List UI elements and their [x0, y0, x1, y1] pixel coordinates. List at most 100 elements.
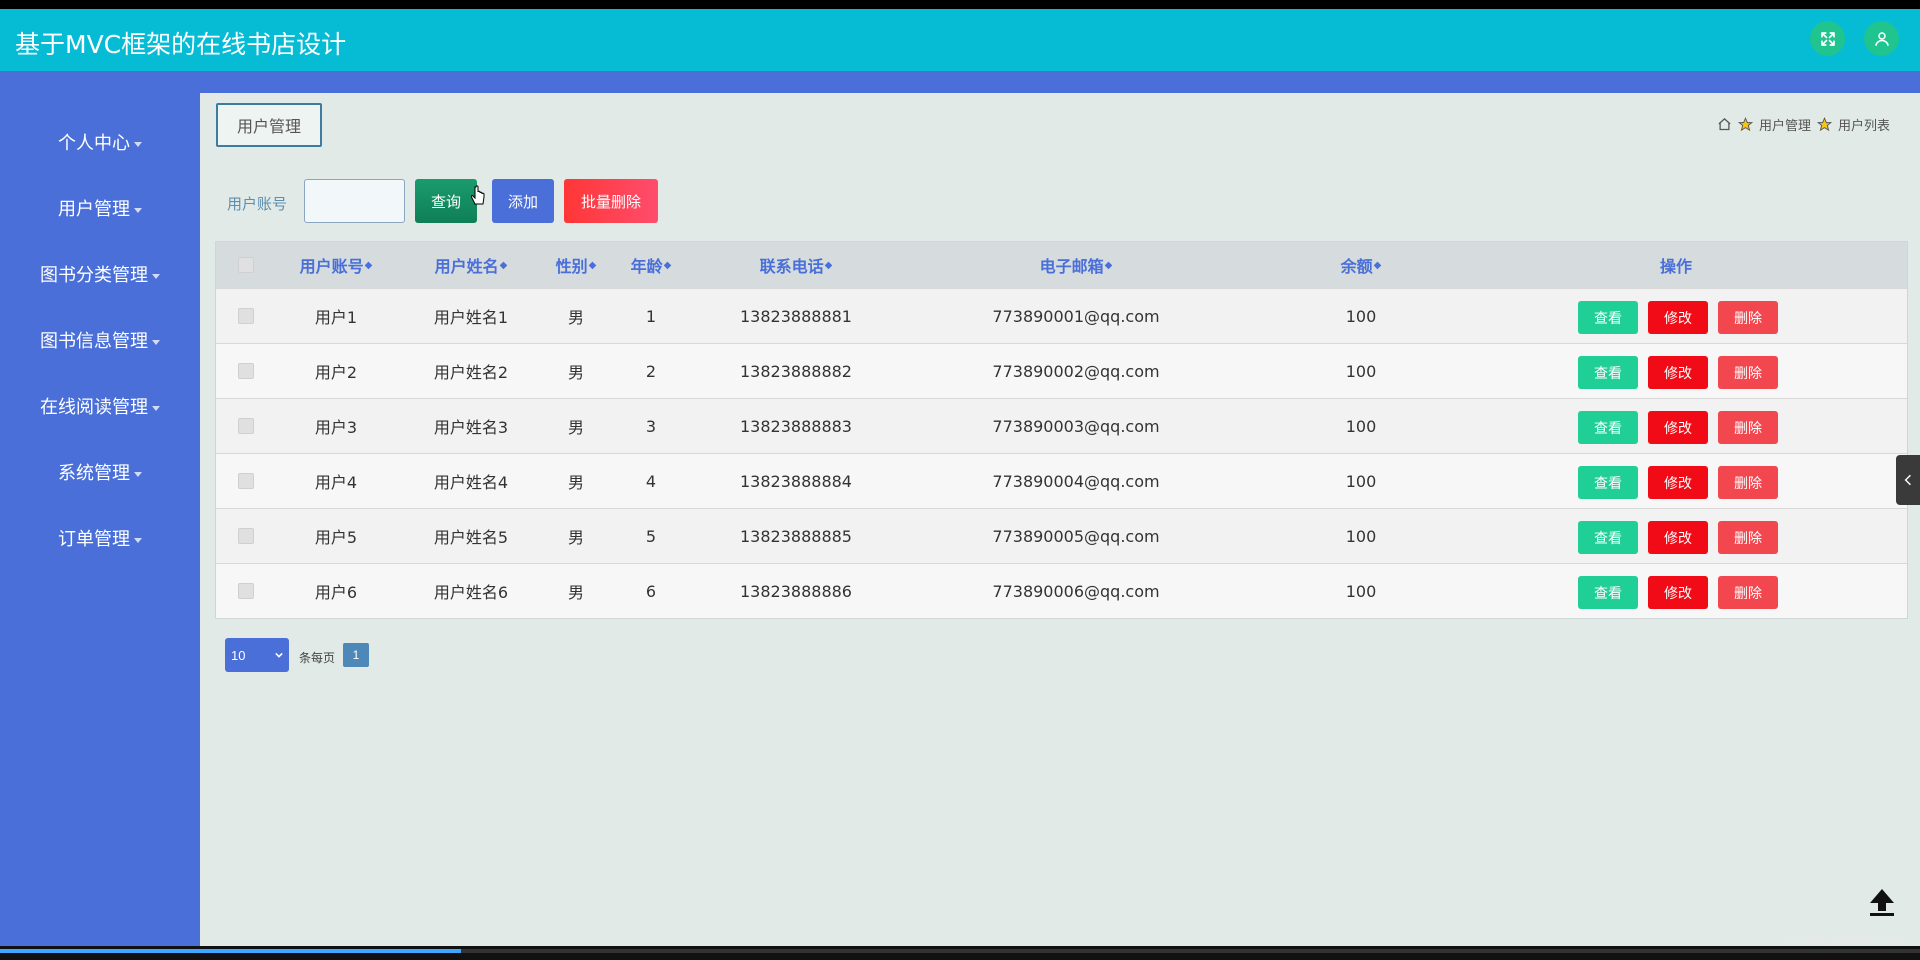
edit-button[interactable]: 修改	[1648, 411, 1708, 444]
delete-button[interactable]: 删除	[1718, 411, 1778, 444]
delete-button[interactable]: 删除	[1718, 466, 1778, 499]
sidebar-item-personal-center[interactable]: 个人中心	[0, 129, 200, 155]
cell-gender: 男	[567, 473, 584, 492]
view-button[interactable]: 查看	[1578, 301, 1638, 334]
row-checkbox[interactable]	[238, 399, 254, 453]
delete-button[interactable]: 删除	[1718, 521, 1778, 554]
hand-cursor-icon	[470, 185, 485, 205]
edit-button[interactable]: 修改	[1648, 521, 1708, 554]
add-button[interactable]: 添加	[492, 179, 554, 223]
video-progress-bar[interactable]	[0, 946, 1920, 960]
cell-user-name: 用户姓名3	[433, 418, 509, 437]
fullscreen-icon[interactable]	[1810, 21, 1845, 56]
row-checkbox[interactable]	[238, 509, 254, 563]
table-row: 用户2 用户姓名2 男 2 13823888882 773890002@qq.com 100…	[216, 343, 1907, 398]
cell-user-name: 用户姓名5	[433, 528, 509, 547]
page-number-current[interactable]: 1	[343, 643, 369, 667]
edit-button[interactable]: 修改	[1648, 576, 1708, 609]
cell-phone: 13823888883	[740, 416, 852, 436]
cell-user-account: 用户2	[314, 363, 358, 382]
batch-delete-button[interactable]: 批量删除	[564, 179, 658, 223]
cell-user-account: 用户1	[314, 308, 358, 327]
sidebar-item-book-category[interactable]: 图书分类管理	[0, 261, 200, 287]
cell-age: 3	[645, 416, 657, 436]
cell-email: 773890005@qq.com	[992, 526, 1160, 546]
row-checkbox[interactable]	[238, 454, 254, 508]
row-checkbox[interactable]	[238, 564, 254, 618]
cell-gender: 男	[567, 583, 584, 602]
view-button[interactable]: 查看	[1578, 521, 1638, 554]
page-size-select[interactable]: 10	[225, 638, 289, 672]
cell-phone: 13823888882	[740, 361, 852, 381]
search-label: 用户账号	[227, 195, 288, 213]
cell-age: 6	[645, 581, 657, 601]
header-balance[interactable]: 余额 ◆	[1340, 257, 1382, 276]
caret-down-icon	[134, 207, 142, 213]
caret-down-icon	[134, 141, 142, 147]
top-header: 基于MVC框架的在线书店设计	[0, 9, 1920, 71]
cell-email: 773890001@qq.com	[992, 306, 1160, 326]
header-phone[interactable]: 联系电话 ◆	[759, 257, 833, 276]
sidebar-item-label: 图书分类管理	[40, 265, 148, 286]
cell-balance: 100	[1345, 306, 1377, 326]
header-strip	[0, 71, 1920, 93]
delete-button[interactable]: 删除	[1718, 356, 1778, 389]
collapse-panel-tab[interactable]	[1896, 455, 1920, 505]
sort-icon: ◆	[364, 259, 373, 271]
cell-gender: 男	[567, 418, 584, 437]
app-title: 基于MVC框架的在线书店设计	[15, 30, 347, 59]
user-account-input[interactable]	[304, 179, 405, 223]
sidebar-item-online-reading[interactable]: 在线阅读管理	[0, 393, 200, 419]
cell-phone: 13823888885	[740, 526, 852, 546]
cell-phone: 13823888881	[740, 306, 852, 326]
sort-icon: ◆	[588, 259, 597, 271]
cell-email: 773890004@qq.com	[992, 471, 1160, 491]
row-checkbox[interactable]	[238, 344, 254, 398]
row-checkbox[interactable]	[238, 289, 254, 343]
header-email[interactable]: 电子邮箱 ◆	[1039, 257, 1113, 276]
edit-button[interactable]: 修改	[1648, 301, 1708, 334]
sidebar-item-user-management[interactable]: 用户管理	[0, 195, 200, 221]
edit-button[interactable]: 修改	[1648, 356, 1708, 389]
user-table: 用户账号 ◆ 用户姓名 ◆ 性别 ◆ 年龄 ◆ 联系电话 ◆ 电子邮箱 ◆ 余额 ◆ 操作 用…	[215, 241, 1908, 619]
header-gender[interactable]: 性别 ◆	[555, 257, 597, 276]
cell-gender: 男	[567, 308, 584, 327]
select-all-checkbox[interactable]	[238, 242, 254, 288]
sort-icon: ◆	[663, 259, 672, 271]
breadcrumb-item[interactable]: 用户列表	[1837, 119, 1890, 134]
sidebar-item-system[interactable]: 系统管理	[0, 459, 200, 485]
table-row: 用户4 用户姓名4 男 4 13823888884 773890004@qq.com 100…	[216, 453, 1907, 508]
view-button[interactable]: 查看	[1578, 466, 1638, 499]
view-button[interactable]: 查看	[1578, 576, 1638, 609]
sidebar-item-book-info[interactable]: 图书信息管理	[0, 327, 200, 353]
table-header: 用户账号 ◆ 用户姓名 ◆ 性别 ◆ 年龄 ◆ 联系电话 ◆ 电子邮箱 ◆ 余额 ◆ 操作	[216, 242, 1907, 288]
user-icon[interactable]	[1864, 21, 1899, 56]
cell-user-name: 用户姓名4	[433, 473, 509, 492]
table-row: 用户1 用户姓名1 男 1 13823888881 773890001@qq.com 100…	[216, 288, 1907, 343]
edit-button[interactable]: 修改	[1648, 466, 1708, 499]
cell-user-name: 用户姓名1	[433, 308, 509, 327]
delete-button[interactable]: 删除	[1718, 301, 1778, 334]
header-user-account[interactable]: 用户账号 ◆	[299, 257, 373, 276]
view-button[interactable]: 查看	[1578, 411, 1638, 444]
sidebar-item-label: 用户管理	[58, 199, 130, 220]
section-tab-user-management[interactable]: 用户管理	[216, 103, 322, 147]
cell-age: 4	[645, 471, 657, 491]
header-age[interactable]: 年龄 ◆	[630, 257, 672, 276]
cell-age: 1	[645, 306, 657, 326]
query-button[interactable]: 查询	[415, 179, 477, 223]
header-user-name[interactable]: 用户姓名 ◆	[434, 257, 508, 276]
back-to-top-icon[interactable]	[1864, 883, 1900, 919]
delete-button[interactable]: 删除	[1718, 576, 1778, 609]
table-row: 用户3 用户姓名3 男 3 13823888883 773890003@qq.com 100…	[216, 398, 1907, 453]
caret-down-icon	[134, 537, 142, 543]
sort-icon: ◆	[1104, 259, 1113, 271]
cell-balance: 100	[1345, 361, 1377, 381]
sidebar-item-label: 个人中心	[58, 133, 130, 154]
view-button[interactable]: 查看	[1578, 356, 1638, 389]
home-icon[interactable]	[1717, 117, 1732, 132]
sort-icon: ◆	[499, 259, 508, 271]
cell-user-account: 用户6	[314, 583, 358, 602]
breadcrumb-item[interactable]: 用户管理	[1758, 119, 1811, 134]
sidebar-item-orders[interactable]: 订单管理	[0, 525, 200, 551]
